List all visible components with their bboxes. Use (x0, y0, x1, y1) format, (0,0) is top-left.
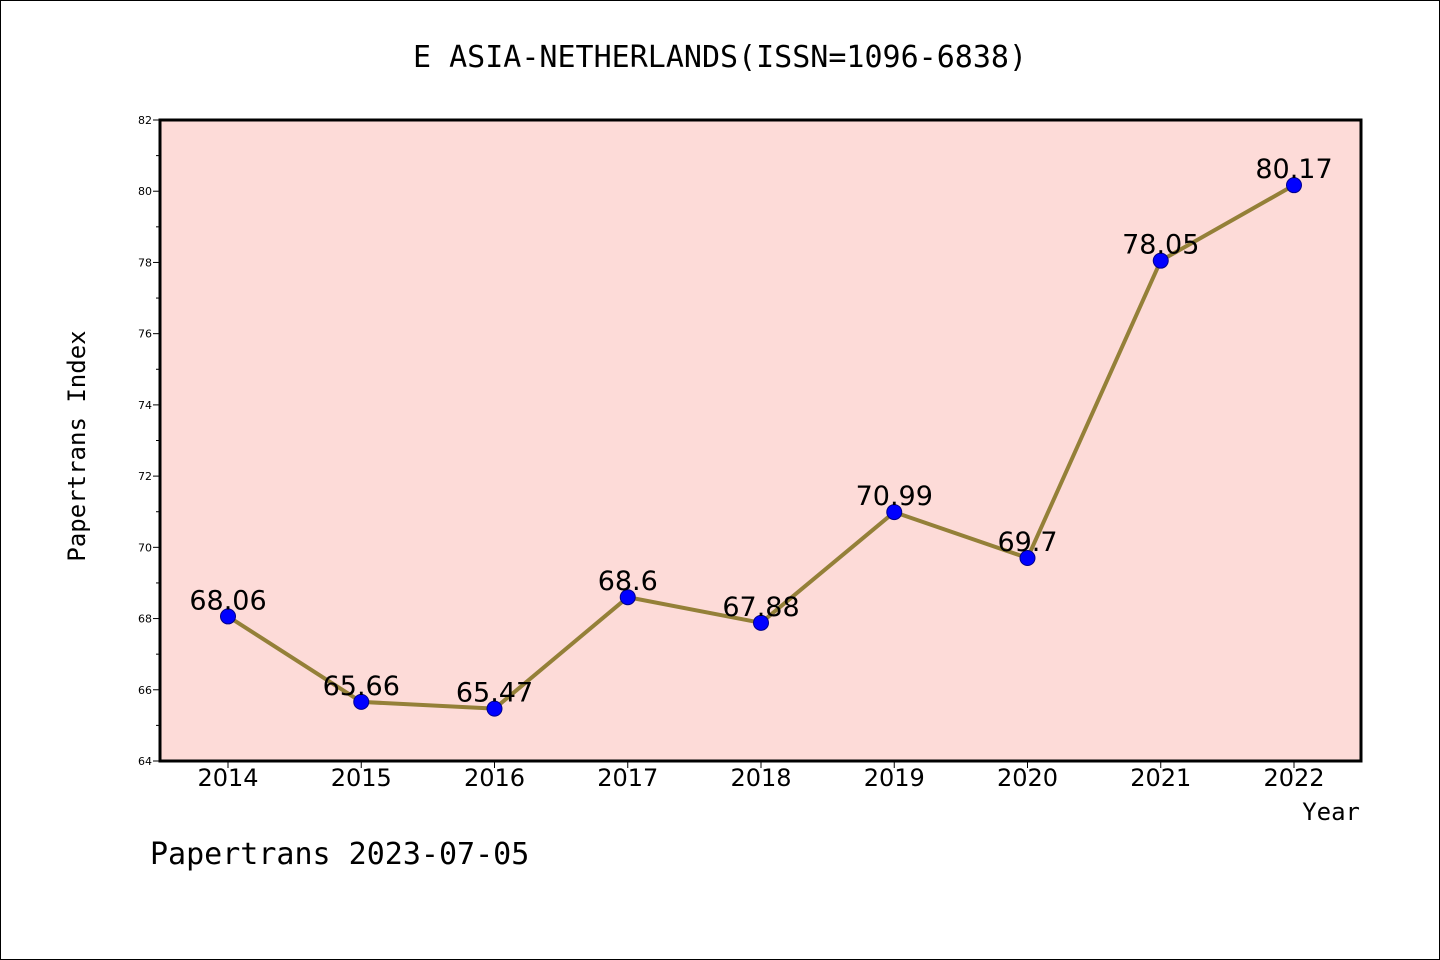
y-tick-label: 76 (138, 328, 152, 341)
chart-title: E ASIA-NETHERLANDS(ISSN=1096-6838) (413, 40, 1027, 75)
x-tick-label: 2018 (730, 764, 791, 792)
data-point (753, 614, 769, 631)
data-label: 80.17 (1255, 154, 1332, 185)
y-tick-label: 74 (138, 399, 152, 412)
x-tick-label: 2020 (997, 764, 1058, 792)
y-tick-label: 68 (138, 613, 152, 626)
x-tick-label: 2022 (1263, 764, 1324, 792)
data-point (1152, 252, 1169, 269)
y-tick-label: 64 (138, 755, 152, 768)
x-axis-label: Year (1302, 798, 1360, 826)
x-tick-label: 2017 (597, 764, 658, 792)
data-label: 69.7 (997, 527, 1057, 558)
x-tick-label: 2015 (331, 764, 392, 792)
footer-text: Papertrans 2023-07-05 (150, 837, 529, 872)
y-tick-label: 78 (138, 256, 152, 269)
plot-area (160, 120, 1361, 761)
data-point (619, 589, 636, 606)
y-axis-label: Papertrans Index (63, 330, 91, 561)
chart-marks: 68.06 65.66 65.47 68.6 67.88 70.99 69.7 78.05 80… (189, 154, 1333, 717)
data-point (353, 693, 370, 710)
y-tick-label: 70 (138, 541, 152, 554)
x-tick-label: 2019 (864, 764, 925, 792)
data-label: 65.66 (323, 671, 400, 702)
x-tick-label: 2021 (1130, 764, 1191, 792)
data-label: 67.88 (722, 592, 799, 623)
y-tick-label: 72 (138, 470, 152, 483)
data-label: 70.99 (856, 481, 933, 512)
y-tick-label: 82 (138, 114, 152, 127)
data-point (220, 608, 236, 625)
y-tick-label: 80 (138, 185, 152, 198)
data-label: 68.06 (189, 585, 266, 616)
data-point (486, 700, 503, 717)
data-point (1286, 177, 1302, 194)
y-tick-label: 66 (138, 684, 152, 697)
data-label: 78.05 (1122, 230, 1199, 261)
x-tick-label: 2016 (464, 764, 525, 792)
data-point (1019, 550, 1036, 567)
x-tick-label: 2014 (197, 764, 258, 792)
data-label: 68.6 (598, 566, 658, 597)
data-label: 65.47 (456, 678, 533, 709)
data-point (886, 504, 903, 521)
